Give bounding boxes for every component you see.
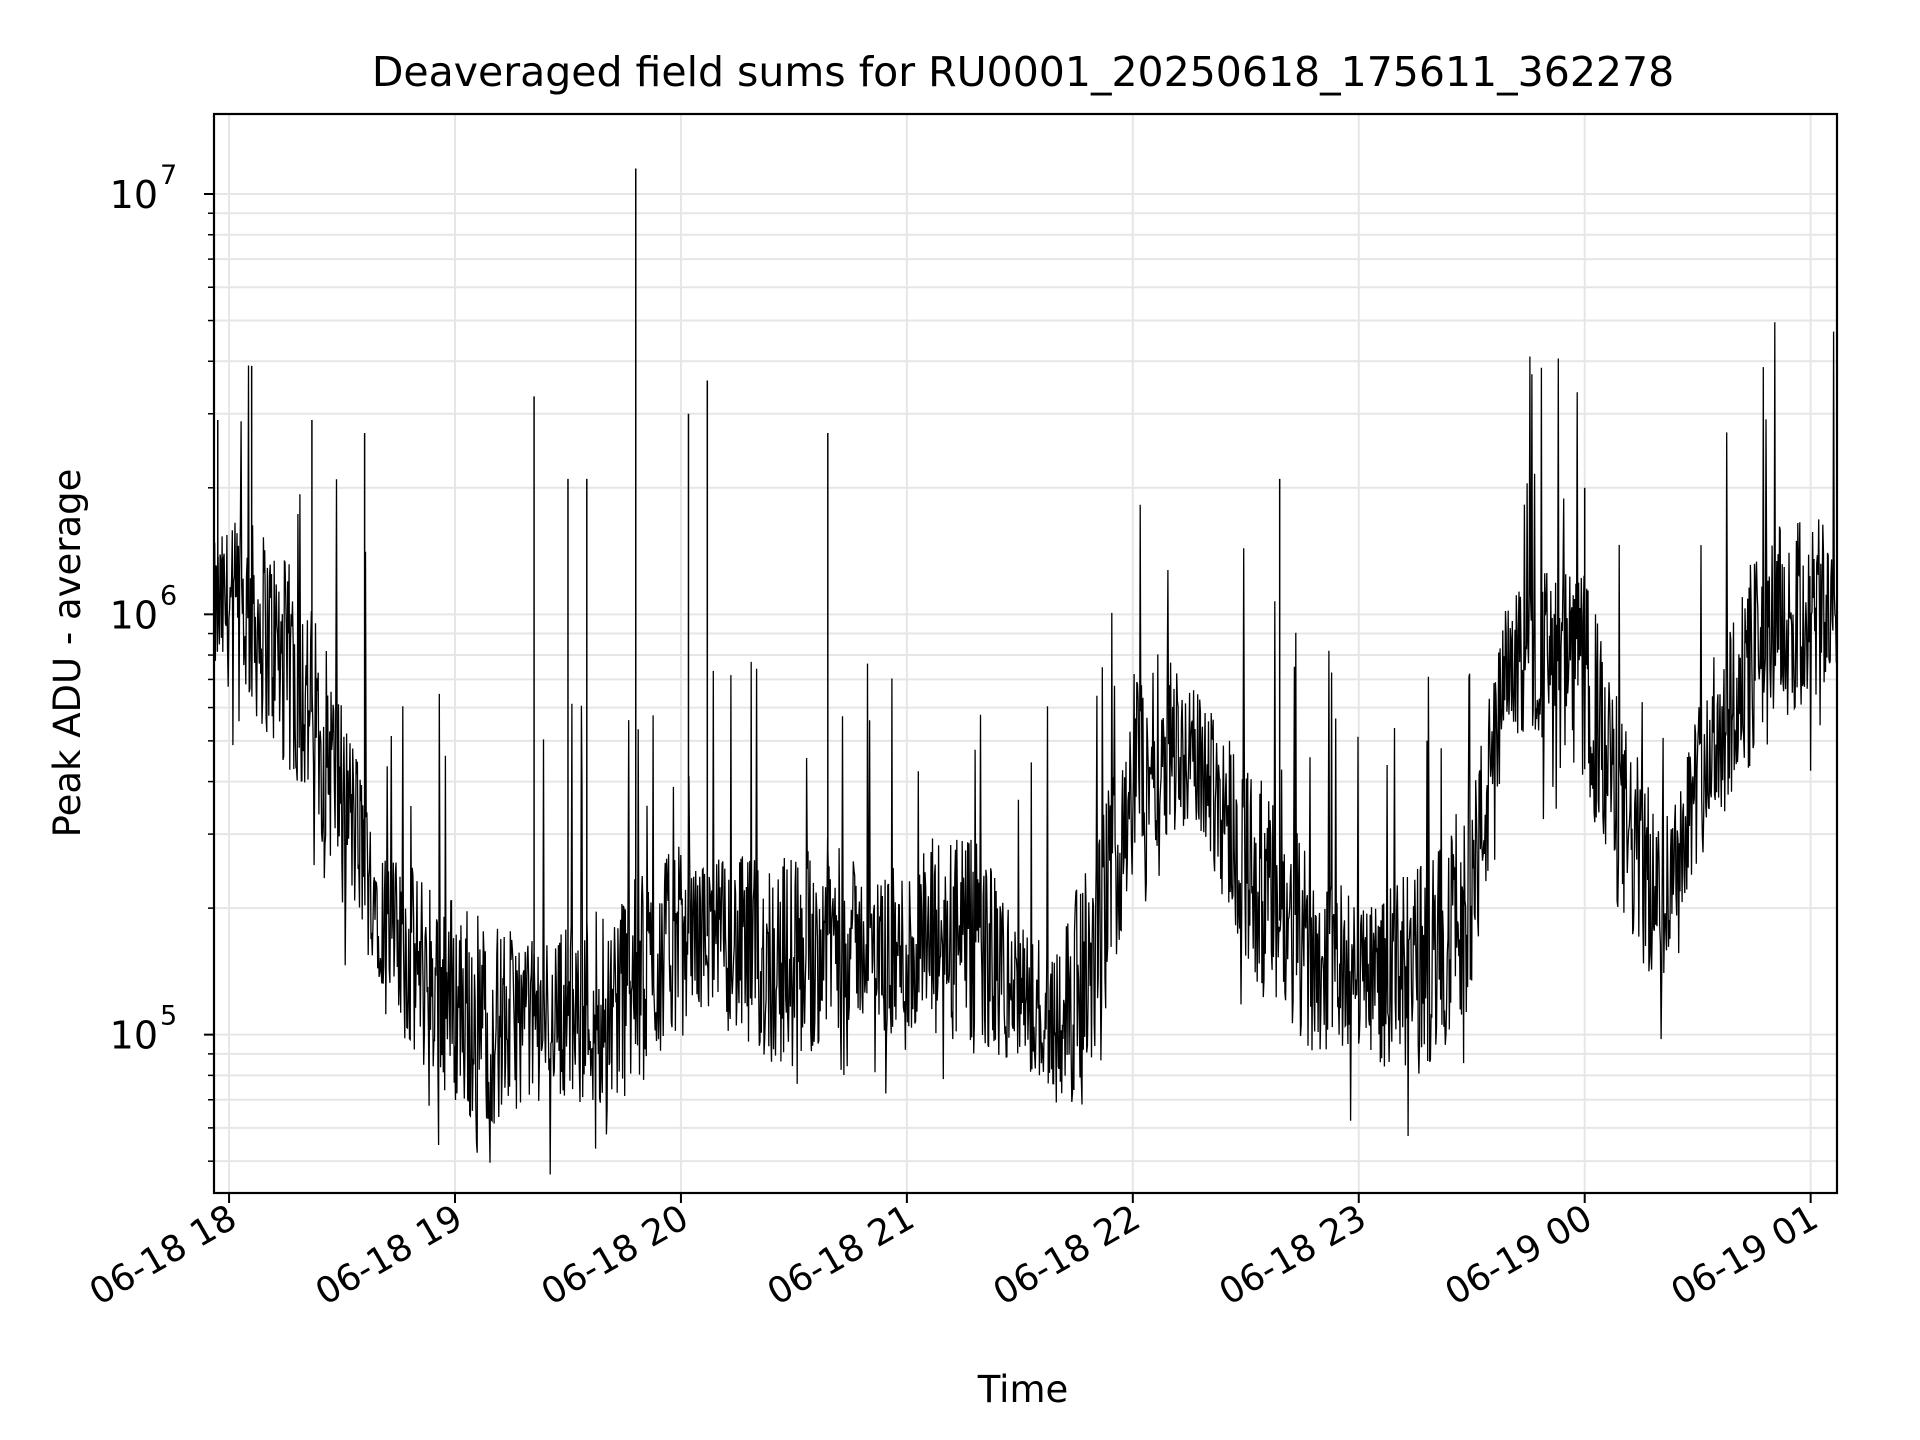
y-tick-label-exponent: 5 — [160, 1001, 177, 1032]
y-tick-label: 10 — [110, 593, 158, 637]
chart-title: Deaveraged field sums for RU0001_2025061… — [372, 48, 1674, 96]
y-tick-label: 10 — [110, 1014, 158, 1058]
y-tick-label-exponent: 6 — [160, 580, 177, 611]
y-axis-label: Peak ADU - average — [46, 469, 89, 838]
x-axis-label: Time — [977, 1368, 1069, 1411]
y-tick-label-exponent: 7 — [160, 160, 177, 191]
y-tick-label: 10 — [110, 173, 158, 217]
